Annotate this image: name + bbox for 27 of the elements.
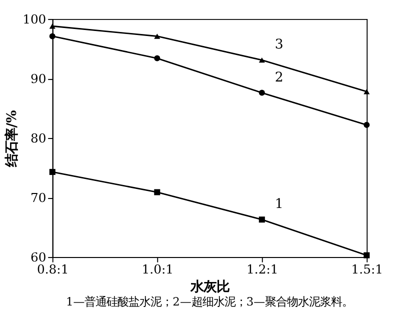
y-tick-label: 90 [30,72,46,86]
y-axis-title: 结石率/% [4,110,20,168]
point [364,88,370,94]
point [154,189,160,196]
x-tick-label: 0.8:1 [36,262,69,277]
text: 1—普通硅酸盐水泥；2—超细水泥；3—聚合物水泥浆料。 [66,294,354,309]
point [154,34,160,39]
y-tick-label: 70 [30,190,46,205]
point [154,55,160,62]
y-tick-label: 80 [30,131,46,146]
y-tick-label: 100 [22,12,46,26]
x-axis-title: 水灰比 [190,278,230,295]
x-tick-label: 1.2:1 [246,262,278,277]
point [258,90,265,96]
point [364,122,370,128]
point [49,24,56,29]
annotation: 2 [274,70,284,86]
point [49,33,56,40]
y-tick-label: 60 [30,250,46,264]
x-tick-label: 1.5:1 [351,262,384,277]
point [49,168,56,175]
point [258,216,265,223]
point [364,252,370,258]
point [258,57,265,63]
annotation: 3 [274,38,284,53]
x-tick-label: 1.0:1 [142,262,174,277]
annotation: 1 [274,197,284,212]
